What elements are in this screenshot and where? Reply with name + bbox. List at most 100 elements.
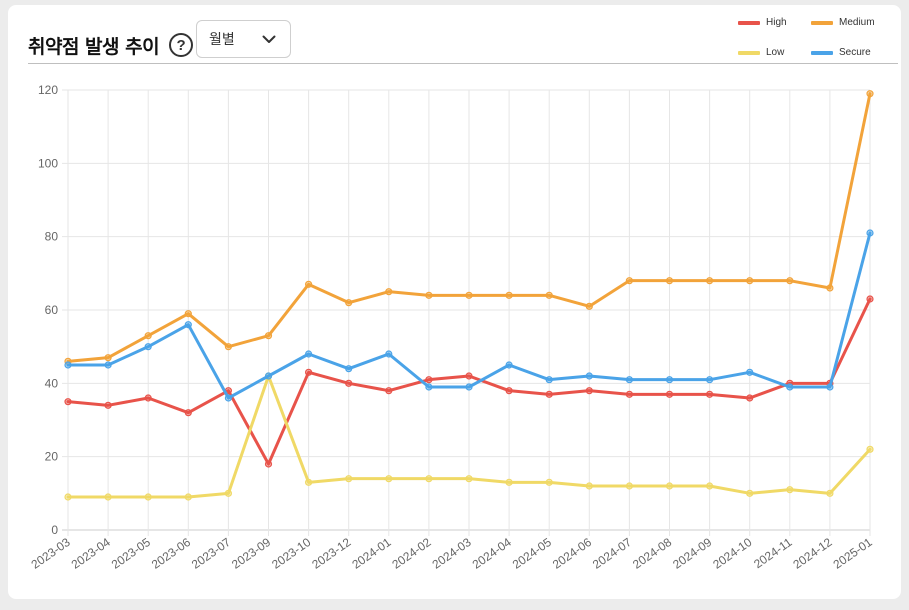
y-tick-label: 0 [51,523,58,537]
legend-item-high[interactable]: High [738,17,787,28]
data-point-high [144,394,152,402]
x-tick-label: 2024-07 [590,535,634,572]
data-point-secure [425,383,433,391]
data-point-medium [545,291,553,299]
data-point-medium [746,277,754,285]
data-point-high [184,409,192,417]
x-tick-label: 2024-01 [349,535,393,572]
data-point-secure [545,376,553,384]
data-point-low [585,482,593,490]
series-line-medium [66,92,872,363]
data-point-high [705,390,714,398]
data-point-low [705,482,714,490]
data-point-high [625,390,634,398]
data-point-low [866,445,874,453]
data-point-low [104,493,112,501]
x-tick-label: 2024-08 [630,535,674,572]
data-point-secure [305,350,313,358]
period-select-value: 월별 [209,32,235,48]
data-point-high [866,295,874,303]
data-point-high [505,387,513,395]
x-tick-label: 2023-05 [109,535,153,572]
x-tick-label: 2024-06 [550,535,594,572]
data-point-low [345,475,353,483]
data-point-secure [786,383,794,391]
legend-item-low[interactable]: Low [738,47,784,58]
legend-swatch [811,50,833,55]
y-tick-label: 80 [45,230,59,244]
legend-label: Secure [839,47,871,58]
data-point-high [665,390,674,398]
data-point-secure [866,229,874,237]
legend-label: High [766,17,787,28]
data-point-medium [625,277,634,285]
data-point-secure [465,383,473,391]
data-point-high [746,394,754,402]
data-point-low [184,493,192,501]
data-point-low [505,478,513,486]
data-point-high [64,398,72,406]
data-point-high [545,390,553,398]
x-tick-label: 2023-10 [269,535,313,572]
chevron-down-icon [262,35,276,43]
help-icon[interactable]: ? [169,33,194,57]
y-tick-label: 20 [45,450,59,464]
data-point-high [585,387,593,395]
data-point-medium [786,277,794,285]
x-tick-label: 2024-09 [670,535,714,572]
series-line-high [66,297,872,466]
data-point-secure [746,368,754,376]
data-point-medium [305,280,313,288]
data-point-high [465,372,473,380]
x-tick-label: 2024-05 [510,535,554,572]
data-point-secure [345,365,353,373]
data-point-secure [665,376,674,384]
data-point-medium [826,284,834,292]
series-line-secure [66,231,872,400]
x-tick-label: 2024-02 [390,535,434,572]
x-tick-label: 2024-12 [791,535,835,572]
data-point-low [224,489,232,497]
x-tick-label: 2023-06 [149,535,193,572]
data-point-secure [505,361,513,369]
x-tick-label: 2023-03 [29,535,73,572]
data-point-low [746,489,754,497]
legend-swatch [738,20,760,25]
x-tick-label: 2023-09 [229,535,273,572]
data-point-secure [144,343,152,351]
data-point-high [345,379,353,387]
legend-swatch [738,50,760,55]
chart-header: 취약점 발생 추이 ? [28,25,194,65]
data-point-medium [184,310,192,318]
x-tick-label: 2024-03 [430,535,474,572]
period-select[interactable]: 월별 [196,20,291,58]
data-point-high [264,460,273,468]
data-point-medium [866,90,874,98]
legend-item-secure[interactable]: Secure [811,47,871,58]
data-point-high [425,376,433,384]
data-point-high [305,368,313,376]
legend-label: Low [766,47,785,58]
y-tick-label: 60 [45,303,59,317]
data-point-medium [264,332,273,340]
data-point-secure [705,376,714,384]
line-chart: 0204060801001202023-032023-042023-052023… [29,83,875,572]
data-point-medium [425,291,433,299]
data-point-low [385,475,393,483]
data-point-low [144,493,152,501]
legend-label: Medium [839,17,875,28]
legend-item-medium[interactable]: Medium [811,17,875,28]
data-point-medium [665,277,674,285]
y-tick-label: 120 [38,83,58,97]
data-point-medium [104,354,112,362]
data-point-secure [385,350,393,358]
data-point-medium [465,291,473,299]
data-point-low [465,475,473,483]
x-tick-label: 2023-04 [69,535,113,572]
x-tick-label: 2023-12 [309,535,353,572]
data-point-low [665,482,674,490]
data-point-medium [385,288,393,296]
data-point-medium [585,302,593,310]
data-point-low [545,478,553,486]
